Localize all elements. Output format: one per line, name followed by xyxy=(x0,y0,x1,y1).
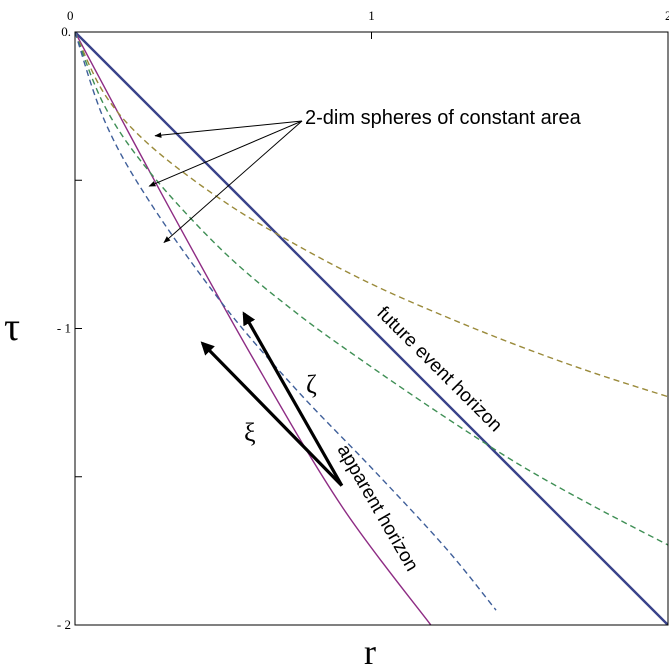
vector-xi xyxy=(200,341,343,487)
annotation-future-event-horizon: future event horizon xyxy=(372,303,506,437)
y-tick-label-2: - 2 xyxy=(57,617,71,632)
annotation-arrow-2 xyxy=(163,120,303,243)
x-tick-label-1: 1 xyxy=(368,8,375,23)
y-axis-title: τ xyxy=(4,304,20,349)
series-dashed-4 xyxy=(75,32,497,611)
x-tick-label-2: 2 xyxy=(665,8,669,23)
label-zeta: ζ xyxy=(306,370,317,399)
y-tick-label-0: 0. xyxy=(61,24,71,39)
series-layer xyxy=(75,32,668,625)
x-axis-title: r xyxy=(364,632,376,666)
y-tick-label-1: - 1 xyxy=(57,321,71,336)
annotation-arrows xyxy=(148,120,303,243)
ticks-layer: 0 1 2 0. - 1 - 2 xyxy=(57,8,669,632)
vectors xyxy=(200,311,344,487)
annotation-arrow-0 xyxy=(154,120,303,138)
vector-zeta xyxy=(242,311,344,487)
series-dashed-3 xyxy=(75,32,668,546)
series-apparent-horizon xyxy=(75,32,432,625)
annotations: 2-dim spheres of constant area future ev… xyxy=(148,107,582,575)
annotation-arrow-1 xyxy=(148,120,303,187)
label-xi: ξ xyxy=(244,418,256,447)
series-future-event-horizon xyxy=(75,32,668,625)
series-dashed-2 xyxy=(75,32,668,398)
annotation-spheres-label: 2-dim spheres of constant area xyxy=(305,107,582,129)
x-tick-label-0: 0 xyxy=(67,8,74,23)
